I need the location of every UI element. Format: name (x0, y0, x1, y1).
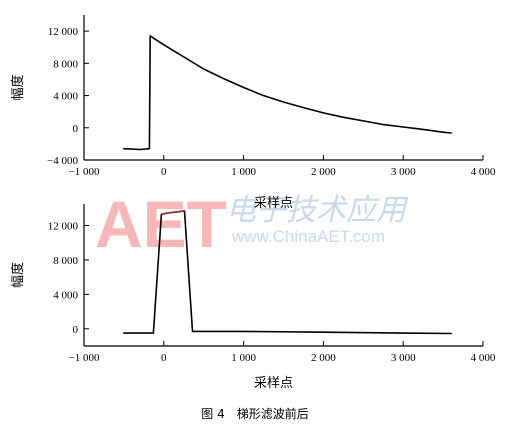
chart-top: −1 000 0 1 000 2 000 3 000 4 000 −4 000 0 4 000 8… (10, 15, 496, 211)
top-y-axis-title: 幅度 (10, 74, 26, 100)
bottom-x-axis-title: 采样点 (254, 376, 293, 391)
top-x-tick-label: 4 000 (471, 166, 496, 178)
bottom-y-tick-label: 12 000 (48, 221, 79, 233)
bottom-y-tick-label: 8 000 (53, 255, 78, 267)
bottom-y-tick-label: 4 000 (53, 289, 78, 301)
top-x-axis-title: 采样点 (254, 196, 293, 211)
top-x-tick-label: 3 000 (391, 166, 416, 178)
bottom-series-line-2 (160, 210, 186, 215)
watermark: AET 电子技术应用 www.ChinaAET.com (95, 187, 409, 261)
bottom-y-axis-title: 幅度 (10, 262, 26, 288)
top-x-tick-label: 0 (161, 166, 167, 178)
chart-bottom: −1 000 0 1 000 2 000 3 000 4 000 0 4 000 8 000 12… (10, 204, 496, 391)
top-y-tick-label: −4 000 (47, 155, 78, 167)
bottom-x-tick-label: 0 (161, 352, 167, 364)
top-y-tick-label: 12 000 (48, 26, 79, 38)
bottom-series-line-1 (123, 210, 452, 335)
bottom-x-tick-label: −1 000 (69, 352, 100, 364)
watermark-chinese: 电子技术应用 (226, 193, 409, 228)
bottom-x-tick-label: 1 000 (231, 352, 256, 364)
top-series-line-1 (123, 35, 452, 151)
bottom-y-tick-label: 0 (73, 324, 79, 336)
top-x-tick-label: 1 000 (231, 166, 256, 178)
bottom-x-tick-label: 2 000 (311, 352, 336, 364)
top-x-tick-label: −1 000 (69, 166, 100, 178)
bottom-x-tick-label: 3 000 (391, 352, 416, 364)
top-y-tick-label: 8 000 (53, 58, 78, 70)
top-y-tick-label: 4 000 (53, 91, 78, 103)
top-x-tick-label: 2 000 (311, 166, 336, 178)
figure-caption: 图 4 梯形滤波前后 (201, 406, 308, 421)
bottom-x-tick-label: 4 000 (471, 352, 496, 364)
top-y-tick-label: 0 (73, 123, 79, 135)
watermark-url: www.ChinaAET.com (231, 227, 385, 246)
